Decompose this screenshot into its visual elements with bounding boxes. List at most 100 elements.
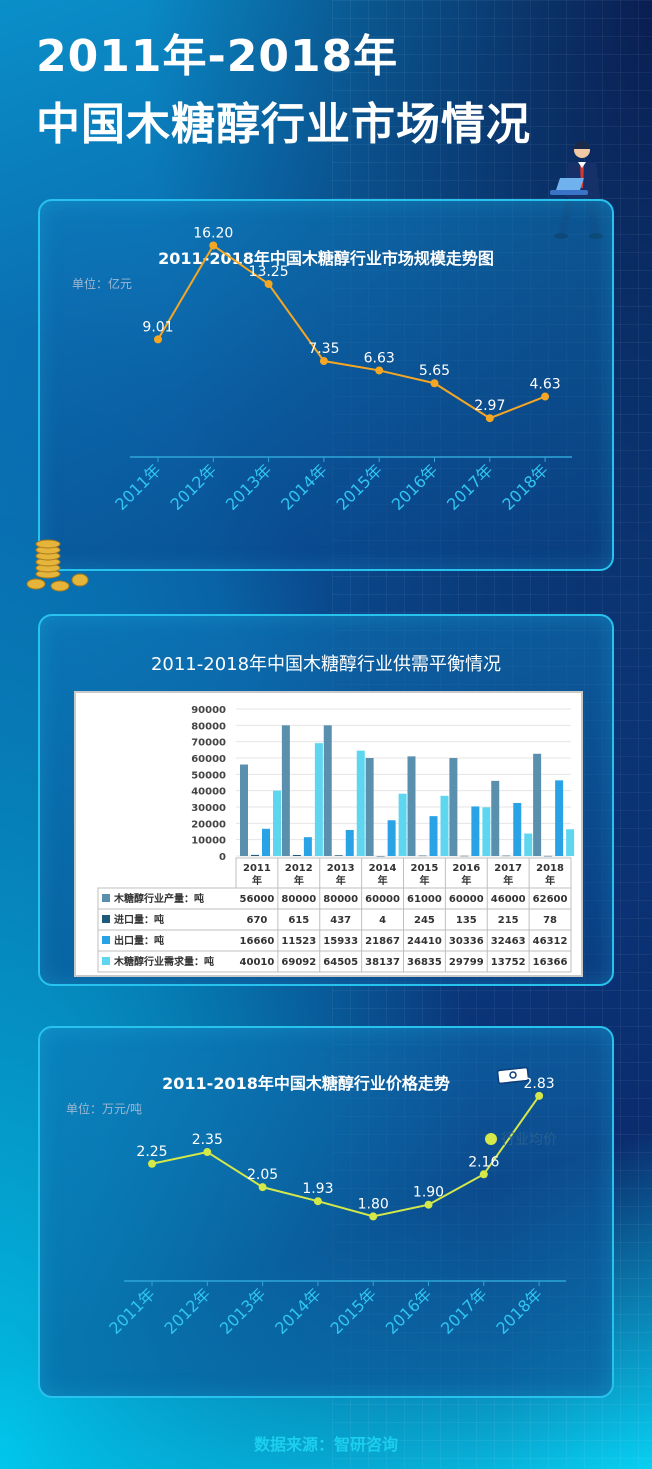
x-tick-label: 2018年 — [498, 460, 552, 514]
supply-demand-chart-box: 90000 80000 70000 60000 50000 40000 30000 20000… — [74, 691, 583, 977]
table-cell: 69092 — [281, 957, 316, 968]
table-cell: 78 — [543, 915, 557, 926]
table-cell: 80000 — [323, 894, 358, 905]
table-year-label: 2011 — [243, 863, 271, 874]
table-cell: 46312 — [533, 936, 568, 947]
table-year-suffix: 年 — [545, 874, 555, 887]
data-point — [424, 1200, 433, 1209]
legend-marker — [485, 1133, 497, 1145]
bar-2 — [387, 820, 396, 856]
data-label: 2.35 — [192, 1132, 223, 1148]
data-point — [485, 414, 494, 423]
banknote-icon — [496, 1066, 530, 1084]
table-cell: 29799 — [449, 957, 484, 968]
x-tick-label: 2018年 — [492, 1284, 546, 1338]
data-point — [264, 280, 273, 289]
data-label: 9.01 — [142, 319, 173, 335]
bar-3 — [356, 750, 365, 856]
bar-3 — [314, 743, 323, 856]
table-cell: 40010 — [240, 957, 275, 968]
price-trend-chart: 2011年 2012年 2013年 2014年 2015年 2016年 2017年 2018年… — [105, 1076, 566, 1338]
series-line — [157, 244, 546, 420]
table-cell: 13752 — [491, 957, 526, 968]
y-tick-label: 50000 — [191, 770, 226, 781]
table-cell: 16660 — [240, 936, 275, 947]
table-year-suffix: 年 — [378, 874, 388, 887]
table-cell: 36835 — [407, 957, 442, 968]
legend-label: 行业均价 — [501, 1132, 557, 1148]
price-trend-panel: 2011-2018年中国木糖醇行业价格走势 单位：万元/吨 2011年 2012年… — [38, 1026, 614, 1398]
data-point — [203, 1148, 212, 1157]
y-tick-label: 0 — [219, 852, 226, 863]
data-label: 7.35 — [308, 341, 339, 357]
table-series-name: 木糖醇行业需求量：吨 — [113, 955, 214, 968]
table-cell: 215 — [498, 915, 519, 926]
x-tick-label: 2013年 — [216, 1284, 270, 1338]
data-point — [375, 366, 384, 375]
table-year-label: 2015 — [411, 863, 439, 874]
x-tick-label: 2015年 — [332, 460, 386, 514]
x-tick-label: 2017年 — [437, 1284, 491, 1338]
table-cell: 615 — [288, 915, 309, 926]
x-tick-label: 2013年 — [222, 460, 276, 514]
data-point — [541, 392, 550, 401]
table-year-suffix: 年 — [461, 874, 471, 887]
bar-3 — [273, 790, 281, 856]
table-year-suffix: 年 — [503, 874, 513, 887]
y-tick-label: 90000 — [191, 705, 226, 716]
page-title-line2: 中国木糖醇行业市场情况 — [36, 99, 531, 150]
table-cell: 135 — [456, 915, 477, 926]
market-size-chart: 2011年 2012年 2013年 2014年 2015年 2016年 2017年 2018年… — [111, 226, 572, 514]
price-trend-chart-title: 2011-2018年中国木糖醇行业价格走势 — [162, 1074, 450, 1093]
table-cell: 60000 — [365, 894, 400, 905]
page-title-line1: 2011年-2018年 — [36, 31, 399, 82]
table-series-name: 进口量：吨 — [114, 913, 164, 926]
table-row — [97, 950, 572, 973]
table-legend-swatch — [102, 936, 110, 944]
x-tick-label: 2012年 — [161, 1284, 215, 1338]
bar-1 — [502, 855, 511, 857]
x-tick-label: 2012年 — [167, 460, 221, 514]
bar-2 — [555, 780, 564, 856]
table-series-name: 出口量：吨 — [114, 934, 164, 947]
x-tick-label: 2016年 — [382, 1284, 436, 1338]
y-tick-label: 10000 — [191, 836, 226, 847]
table-year-label: 2018 — [536, 863, 564, 874]
x-tick-label: 2011年 — [111, 460, 165, 514]
y-tick-label: 20000 — [191, 819, 226, 830]
data-label: 2.83 — [524, 1076, 555, 1092]
data-point — [148, 1159, 156, 1168]
table-year-label: 2013 — [327, 863, 355, 874]
bar-2 — [471, 806, 480, 856]
bar-2 — [513, 802, 522, 856]
x-tick-label: 2014年 — [277, 460, 331, 514]
table-year-label: 2012 — [285, 863, 313, 874]
bar-0 — [323, 725, 332, 856]
bar-0 — [281, 725, 290, 856]
x-tick-label: 2014年 — [271, 1284, 325, 1338]
y-tick-label: 30000 — [191, 803, 226, 814]
table-cell: 38137 — [365, 957, 400, 968]
table-cell: 46000 — [491, 894, 526, 905]
data-point — [313, 1197, 322, 1206]
table-cell: 21867 — [365, 936, 400, 947]
data-label: 13.25 — [249, 264, 289, 280]
table-series-name: 木糖醇行业产量：吨 — [113, 892, 204, 905]
bar-1 — [418, 855, 427, 857]
x-tick-label: 2017年 — [443, 460, 497, 514]
table-cell: 16366 — [533, 957, 568, 968]
bar-0 — [533, 753, 542, 856]
data-label: 6.63 — [364, 350, 395, 366]
bar-2 — [303, 837, 312, 856]
bar-2 — [429, 816, 438, 856]
table-cell: 56000 — [240, 894, 275, 905]
bar-0 — [240, 764, 248, 856]
data-point — [369, 1212, 378, 1221]
data-point — [479, 1170, 488, 1179]
bar-3 — [566, 829, 575, 856]
data-label: 2.05 — [247, 1167, 278, 1183]
data-label: 5.65 — [419, 363, 450, 379]
market-size-chart-title: 2011-2018年中国木糖醇行业市场规模走势图 — [158, 249, 494, 268]
x-tick-label: 2015年 — [326, 1284, 380, 1338]
table-year-suffix: 年 — [336, 874, 346, 887]
